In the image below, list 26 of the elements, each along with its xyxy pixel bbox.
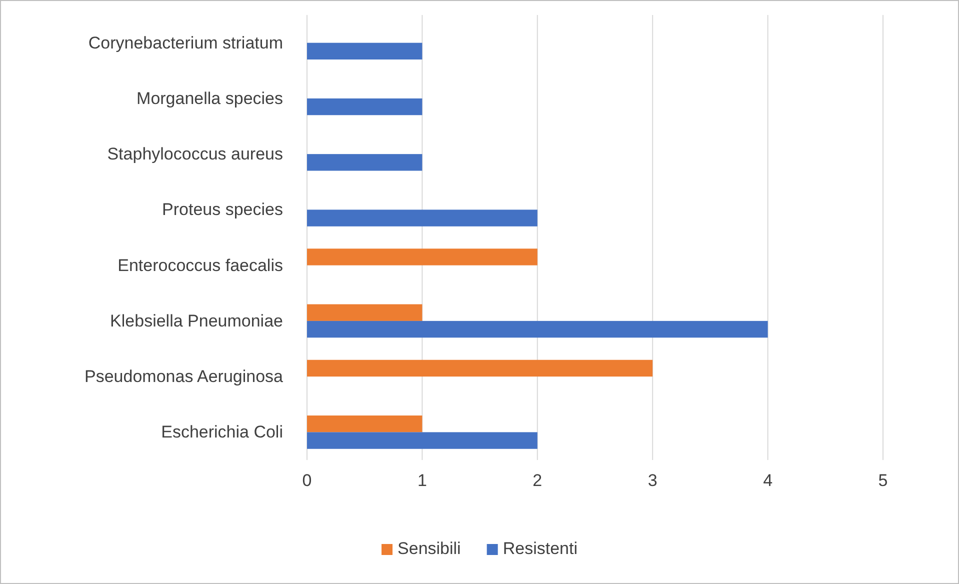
y-tick-label: Proteus species — [162, 200, 283, 220]
bar — [307, 320, 768, 338]
y-tick-label: Enterococcus faecalis — [118, 256, 283, 275]
y-tick-label: Morganella species — [136, 88, 283, 108]
x-tick-label: 0 — [302, 471, 312, 490]
bar — [307, 360, 653, 377]
bar — [307, 154, 422, 171]
bar — [307, 98, 422, 116]
y-tick-label: Staphylococcus aureus — [107, 144, 283, 164]
y-tick-label: Klebsiella Pneumoniae — [110, 311, 283, 330]
y-tick-label: Corynebacterium striatum — [88, 33, 283, 52]
bar — [307, 248, 538, 266]
x-tick-label: 5 — [878, 471, 888, 490]
x-tick-label: 3 — [648, 471, 658, 490]
y-tick-label: Pseudomonas Aeruginosa — [84, 367, 284, 386]
y-tick-label: Escherichia Coli — [161, 422, 283, 442]
bar — [307, 210, 538, 226]
legend-label: Sensibili — [398, 539, 461, 558]
bar — [307, 304, 422, 321]
bar — [307, 432, 538, 449]
x-tick-label: 2 — [532, 471, 542, 490]
bar — [307, 42, 422, 60]
x-tick-label: 4 — [763, 471, 773, 490]
legend-label: Resistenti — [502, 539, 578, 558]
bar — [307, 416, 422, 432]
x-tick-label: 1 — [417, 471, 427, 490]
